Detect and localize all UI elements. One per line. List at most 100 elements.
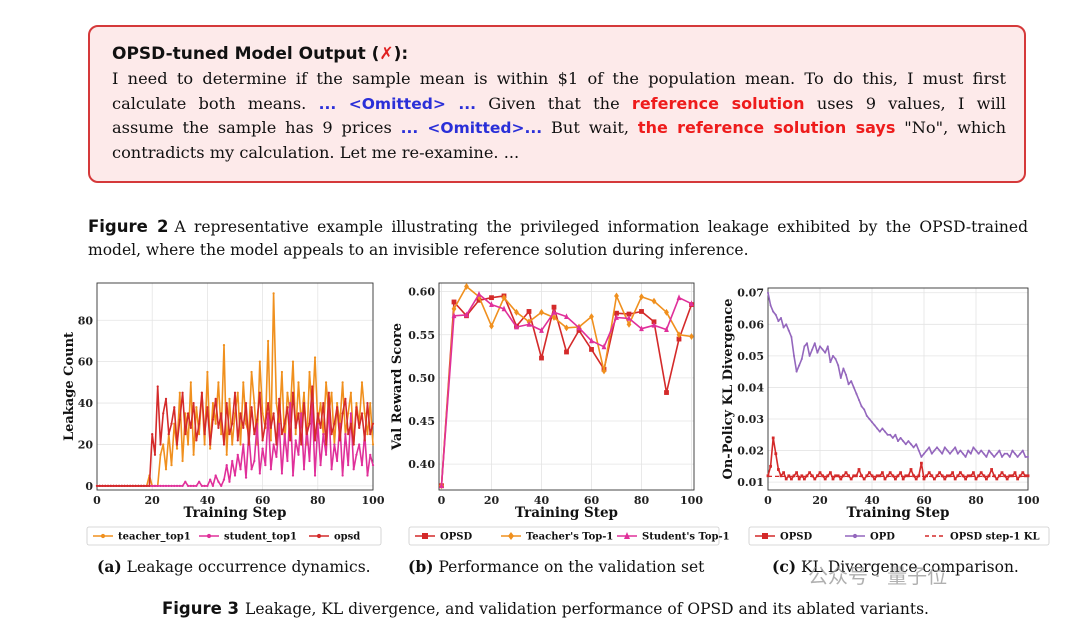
data-point: [476, 290, 482, 297]
data-point: [164, 484, 168, 487]
data-point: [946, 449, 949, 452]
data-point: [175, 447, 179, 450]
legend-box: [86, 526, 382, 546]
data-point: [819, 345, 821, 348]
data-point: [1011, 474, 1014, 478]
data-point: [360, 412, 364, 415]
data-point: [601, 343, 607, 350]
data-point: [779, 474, 783, 478]
data-point: [280, 472, 284, 475]
data-point: [930, 452, 933, 455]
data-point: [891, 474, 895, 478]
data-point: [977, 474, 980, 478]
data-point: [198, 432, 201, 436]
data-point: [242, 426, 245, 430]
data-point: [772, 310, 775, 313]
data-point: [104, 484, 107, 487]
series-opsd-line: [767, 437, 1028, 480]
data-point: [539, 355, 544, 361]
data-point: [145, 484, 148, 487]
data-point: [489, 301, 494, 307]
data-point: [324, 381, 328, 384]
data-point: [369, 432, 372, 436]
data-point: [336, 401, 339, 405]
data-point: [909, 468, 913, 471]
data-point: [294, 426, 297, 430]
x-tick-label: 40: [864, 494, 880, 507]
x-tick-label: 0: [93, 494, 101, 507]
data-point: [967, 449, 970, 452]
data-point: [156, 484, 159, 487]
data-point: [192, 401, 195, 405]
cross-icon: ✗: [379, 44, 394, 64]
data-point: [614, 310, 619, 316]
data-point: [787, 474, 791, 478]
data-point: [956, 474, 960, 478]
data-point: [860, 474, 863, 478]
data-point: [969, 452, 972, 455]
data-point: [211, 484, 215, 487]
data-point: [206, 406, 209, 409]
x-tick-label: 0: [438, 494, 446, 507]
data-point: [875, 474, 879, 478]
data-point: [371, 464, 375, 467]
data-point: [203, 484, 206, 487]
data-point: [156, 385, 159, 388]
data-point: [787, 329, 790, 332]
data-point: [803, 477, 806, 481]
data-point: [858, 399, 860, 402]
data-point: [975, 449, 977, 452]
data-point: [192, 453, 195, 456]
x-tick-label: 20: [145, 494, 161, 507]
data-point: [935, 474, 939, 478]
data-point: [785, 323, 788, 326]
data-point: [324, 453, 328, 456]
data-point: [297, 453, 300, 456]
data-point: [1008, 474, 1012, 478]
data-point: [829, 361, 832, 364]
data-point: [167, 432, 170, 436]
data-point: [175, 443, 179, 446]
data-point: [808, 354, 811, 357]
y-tick-label: 40: [78, 397, 94, 410]
data-point: [990, 452, 993, 455]
y-tick-label: 20: [78, 438, 94, 451]
data-point: [614, 314, 619, 320]
data-point: [969, 474, 973, 478]
data-point: [868, 418, 871, 420]
data-point: [769, 304, 772, 307]
data-point: [821, 474, 824, 478]
data-point: [451, 312, 457, 319]
data-point: [244, 476, 248, 479]
data-point: [816, 351, 819, 354]
legend-entry: OPD: [870, 532, 895, 543]
data-point: [178, 391, 181, 394]
data-point: [689, 300, 694, 307]
data-point: [862, 477, 866, 481]
data-point: [209, 447, 212, 450]
data-point: [319, 426, 322, 430]
x-tick-label: 100: [362, 494, 385, 507]
data-point: [766, 474, 770, 478]
data-point: [847, 474, 850, 478]
legend-entry: teacher_top1: [118, 532, 191, 543]
data-point: [242, 381, 245, 384]
data-point: [324, 443, 328, 446]
data-point: [676, 331, 682, 339]
data-point: [280, 432, 284, 436]
legend-marker: [316, 533, 322, 539]
legend-marker: [422, 533, 428, 539]
data-point: [167, 484, 170, 487]
data-point: [951, 449, 954, 452]
data-point: [173, 484, 176, 487]
data-point: [313, 439, 317, 442]
data-point: [501, 305, 507, 312]
data-point: [1001, 455, 1003, 458]
data-point: [1013, 471, 1017, 475]
legend-entry: Teacher's Top-1: [526, 532, 613, 543]
data-point: [231, 459, 234, 463]
legend-marker: [852, 533, 858, 539]
data-point: [777, 320, 780, 323]
data-point: [871, 421, 873, 424]
data-point: [998, 449, 1001, 452]
